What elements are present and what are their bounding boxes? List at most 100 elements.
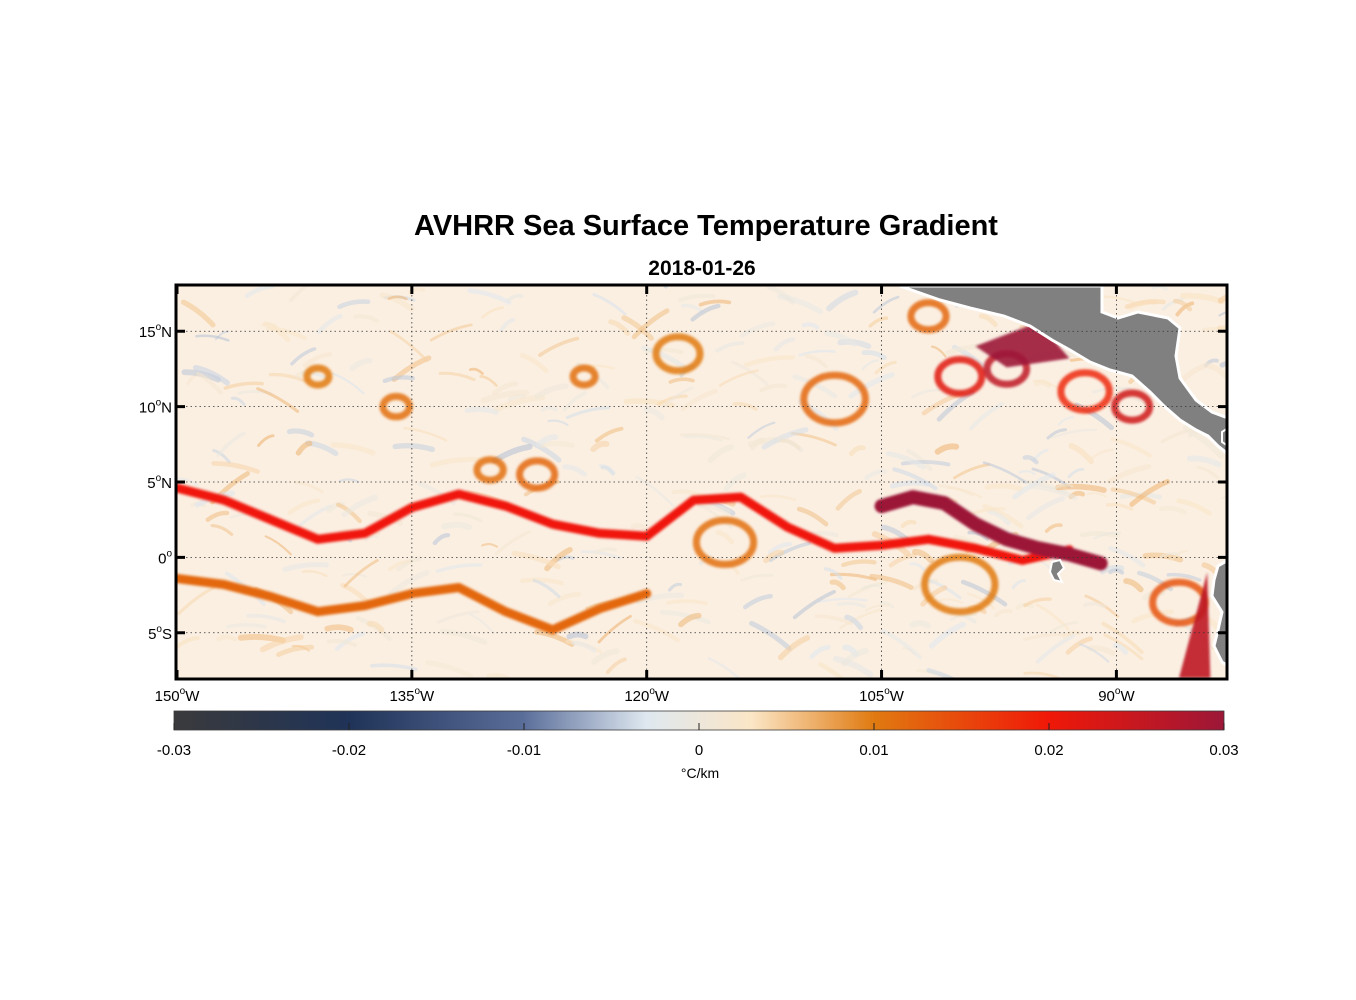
texture-streak (749, 620, 792, 651)
land-island-small (1221, 428, 1226, 446)
texture-streak (861, 584, 883, 590)
texture-streak (1023, 633, 1072, 641)
texture-streak (1051, 428, 1098, 439)
texture-streak (749, 437, 766, 451)
texture-streak (1196, 465, 1220, 480)
texture-streak (192, 364, 230, 386)
texture-streak (1218, 311, 1226, 317)
texture-streak (453, 512, 483, 523)
texture-streak (562, 391, 587, 412)
colorbar-tick-label: 0 (695, 742, 703, 759)
texture-streak (740, 573, 774, 582)
texture-streak (641, 345, 687, 370)
colorbar-label: °C/km (681, 765, 719, 781)
texture-streak (294, 480, 324, 494)
texture-streak (953, 463, 991, 480)
texture-streak (879, 601, 895, 609)
latitude-ticks: 15oN 10oN 5oN 0o 5oS (139, 322, 1226, 643)
texture-streak (773, 337, 796, 352)
texture-streak (824, 330, 857, 347)
texture-streak (1217, 325, 1226, 331)
texture-streak (826, 289, 859, 312)
texture-streak (630, 523, 648, 531)
texture-streak (425, 660, 473, 678)
colorbar-ticks: -0.03 -0.02 -0.01 0 0.01 0.02 0.03 (157, 723, 1239, 759)
texture-streak (547, 419, 569, 426)
texture-streak (798, 349, 836, 357)
colorbar-tick-label: -0.01 (507, 742, 541, 759)
texture-streak (286, 428, 315, 438)
texture-streak (635, 592, 685, 605)
texture-streak (777, 293, 823, 315)
texture-streak (256, 387, 300, 413)
texture-streak (429, 456, 483, 468)
texture-streak (257, 434, 275, 447)
eddy-ring (303, 364, 333, 389)
eddy-ring (907, 299, 950, 334)
texture-streak (195, 334, 230, 342)
colorbar-tick-label: 0.02 (1034, 742, 1063, 759)
eddy-ring (473, 456, 507, 484)
texture-streak (436, 610, 480, 624)
texture-streak (1079, 531, 1120, 539)
texture-streak (288, 286, 309, 303)
texture-streak (801, 322, 820, 330)
texture-streak (623, 398, 675, 409)
texture-streak (696, 502, 731, 515)
eddy-ring (516, 457, 559, 492)
texture-streak (967, 530, 990, 541)
texture-streak (212, 449, 231, 464)
texture-streak (1159, 551, 1180, 559)
texture-streak (562, 464, 587, 477)
texture-streak (180, 299, 216, 328)
texture-streak (341, 494, 379, 518)
texture-streak (1204, 362, 1226, 380)
texture-streak (467, 288, 512, 305)
texture-streak (597, 614, 632, 644)
texture-streak (966, 592, 996, 610)
texture-streak (468, 613, 494, 633)
texture-streak (441, 521, 473, 531)
texture-streak (1176, 498, 1212, 516)
texture-streak (829, 579, 846, 591)
texture-streak (216, 634, 238, 642)
texture-streak (565, 406, 611, 420)
texture-streak (864, 469, 888, 480)
texture-streak (379, 292, 415, 312)
eddy-ring (934, 356, 986, 397)
texture-streak (1101, 621, 1144, 654)
texture-streak (387, 295, 408, 301)
texture-streak (486, 673, 511, 678)
texture-streak (1023, 597, 1052, 608)
texture-streak (864, 604, 890, 612)
texture-streak (594, 426, 624, 443)
texture-streak (818, 597, 868, 603)
texture-streak (889, 480, 930, 489)
texture-streak (1078, 643, 1110, 663)
texture-streak (1029, 483, 1078, 501)
texture-streak (287, 498, 321, 515)
texture-streak (744, 354, 795, 368)
texture-streak (608, 319, 631, 336)
texture-streak (707, 444, 734, 463)
texture-streak (439, 628, 488, 646)
texture-streak (1044, 523, 1063, 533)
longitude-tick-label: 90oW (1098, 686, 1135, 705)
texture-streak (776, 436, 804, 453)
colorbar-tick-label: -0.03 (157, 742, 191, 759)
texture-streak (861, 359, 880, 371)
texture-streak (824, 567, 843, 580)
eddy-ring (921, 553, 999, 616)
texture-streak (506, 293, 524, 303)
texture-streak (668, 377, 695, 384)
texture-streak (666, 599, 708, 606)
texture-streak (759, 383, 787, 393)
texture-streak (1046, 428, 1067, 440)
texture-streak (848, 372, 895, 399)
texture-streak (900, 519, 917, 528)
texture-streak (507, 393, 527, 402)
texture-streak (910, 388, 941, 399)
texture-streak (1018, 469, 1036, 476)
map-panel: 150oW 135oW 120oW 105oW 90oW 15oN 10oN 5oN 0o 5o… (139, 283, 1229, 705)
